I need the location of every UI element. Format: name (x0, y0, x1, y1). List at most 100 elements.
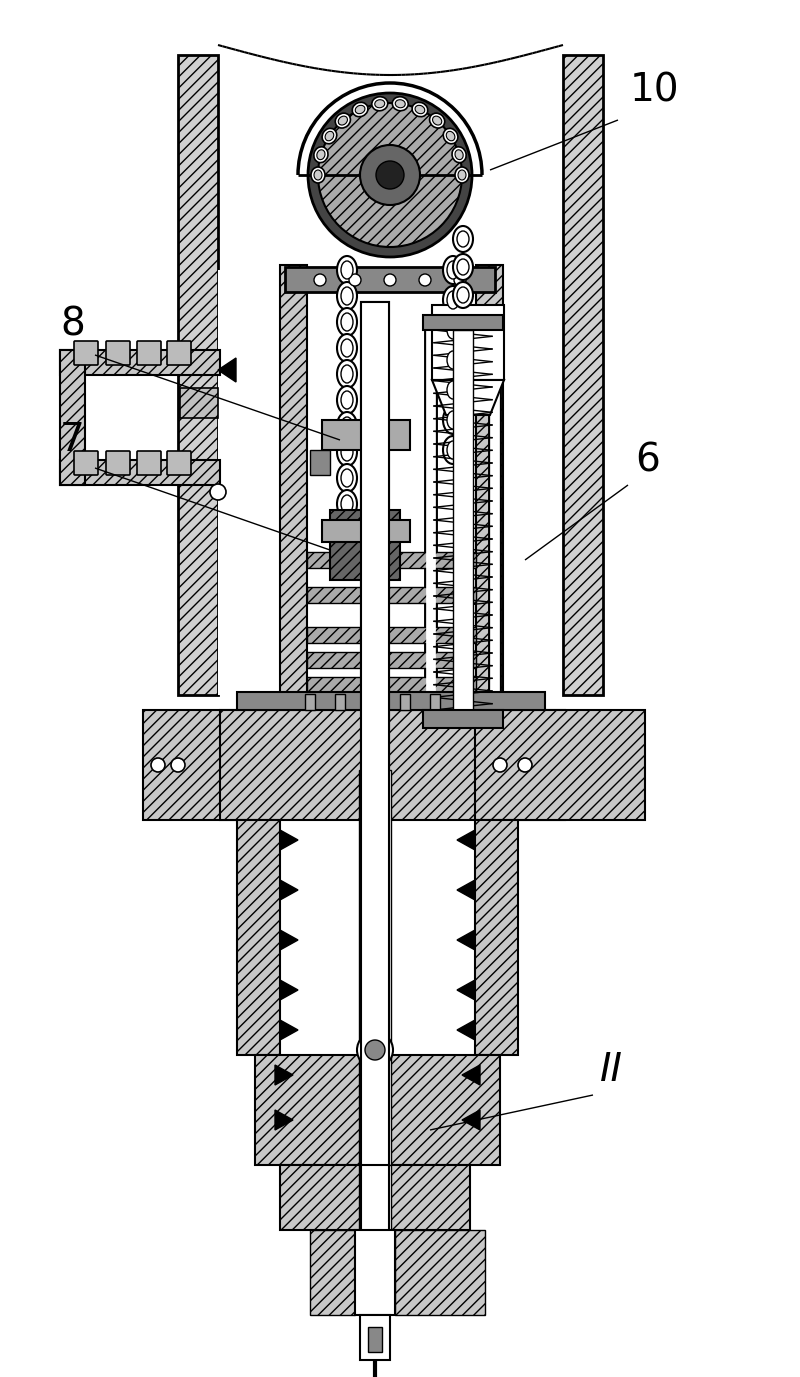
Ellipse shape (430, 113, 445, 128)
Bar (359, 1055, 391, 1165)
Polygon shape (432, 380, 504, 414)
Bar (280, 1165, 470, 1230)
Bar (475, 711, 645, 819)
Ellipse shape (452, 147, 466, 162)
Polygon shape (280, 929, 298, 950)
Text: 7: 7 (60, 421, 85, 459)
Ellipse shape (447, 410, 459, 430)
Bar (307, 587, 476, 603)
Bar (220, 711, 565, 819)
Ellipse shape (325, 131, 334, 140)
Ellipse shape (433, 116, 442, 125)
Polygon shape (218, 358, 236, 381)
Ellipse shape (447, 262, 459, 280)
Ellipse shape (443, 286, 463, 314)
Ellipse shape (338, 116, 347, 125)
Ellipse shape (443, 437, 463, 464)
Circle shape (365, 1040, 385, 1060)
Circle shape (349, 274, 361, 286)
Bar (395, 1230, 485, 1315)
Bar (423, 315, 503, 330)
Ellipse shape (395, 99, 406, 107)
Bar (361, 302, 389, 1165)
Bar (310, 1230, 355, 1315)
Bar (307, 651, 476, 668)
Circle shape (151, 757, 165, 772)
Bar (60, 350, 220, 375)
Ellipse shape (392, 96, 408, 110)
Ellipse shape (311, 167, 325, 183)
Circle shape (518, 757, 532, 772)
Bar (476, 264, 503, 711)
Bar (307, 552, 476, 567)
Ellipse shape (457, 286, 469, 303)
Ellipse shape (337, 308, 357, 336)
Circle shape (314, 274, 326, 286)
Bar (368, 1327, 382, 1352)
Ellipse shape (341, 417, 353, 435)
Ellipse shape (455, 150, 463, 160)
Bar (285, 267, 495, 292)
Polygon shape (462, 1064, 480, 1085)
Ellipse shape (447, 291, 459, 308)
FancyBboxPatch shape (106, 341, 130, 365)
Ellipse shape (453, 226, 473, 252)
Bar (423, 711, 503, 728)
Ellipse shape (337, 516, 357, 544)
Bar (359, 770, 391, 1055)
Ellipse shape (453, 282, 473, 308)
Ellipse shape (453, 253, 473, 280)
Bar (430, 694, 440, 711)
Ellipse shape (337, 359, 357, 388)
Bar (280, 264, 307, 711)
Ellipse shape (457, 259, 469, 275)
Ellipse shape (341, 339, 353, 357)
Ellipse shape (374, 99, 385, 107)
Polygon shape (457, 929, 475, 950)
FancyBboxPatch shape (167, 452, 191, 475)
Circle shape (454, 274, 466, 286)
FancyBboxPatch shape (106, 452, 130, 475)
Bar (310, 450, 330, 475)
Bar (335, 694, 345, 711)
Ellipse shape (337, 335, 357, 362)
Ellipse shape (412, 102, 428, 117)
Text: 6: 6 (635, 441, 660, 479)
Circle shape (210, 483, 226, 500)
Ellipse shape (337, 412, 357, 441)
Bar (60, 460, 220, 485)
Ellipse shape (341, 365, 353, 383)
Bar (432, 304, 504, 380)
Bar (453, 330, 473, 711)
Bar (178, 55, 218, 695)
Ellipse shape (341, 391, 353, 409)
Ellipse shape (443, 256, 463, 284)
Ellipse shape (337, 282, 357, 310)
Bar (237, 819, 280, 1055)
Circle shape (318, 103, 462, 246)
Polygon shape (275, 1110, 293, 1131)
Text: 10: 10 (630, 72, 680, 109)
Bar (305, 694, 315, 711)
Ellipse shape (352, 102, 368, 117)
Ellipse shape (341, 494, 353, 514)
Bar (237, 693, 545, 711)
Bar (330, 509, 400, 580)
Ellipse shape (447, 381, 459, 399)
Ellipse shape (322, 128, 337, 143)
Ellipse shape (341, 443, 353, 461)
Ellipse shape (341, 470, 353, 487)
Ellipse shape (443, 346, 463, 375)
Ellipse shape (337, 438, 357, 465)
Bar (359, 1165, 391, 1230)
Polygon shape (457, 1020, 475, 1040)
FancyBboxPatch shape (137, 341, 161, 365)
Ellipse shape (337, 464, 357, 492)
Ellipse shape (341, 286, 353, 304)
Ellipse shape (443, 315, 463, 344)
Ellipse shape (341, 313, 353, 330)
Ellipse shape (455, 167, 469, 183)
Text: 8: 8 (60, 306, 85, 344)
Ellipse shape (337, 256, 357, 284)
Polygon shape (457, 980, 475, 1000)
